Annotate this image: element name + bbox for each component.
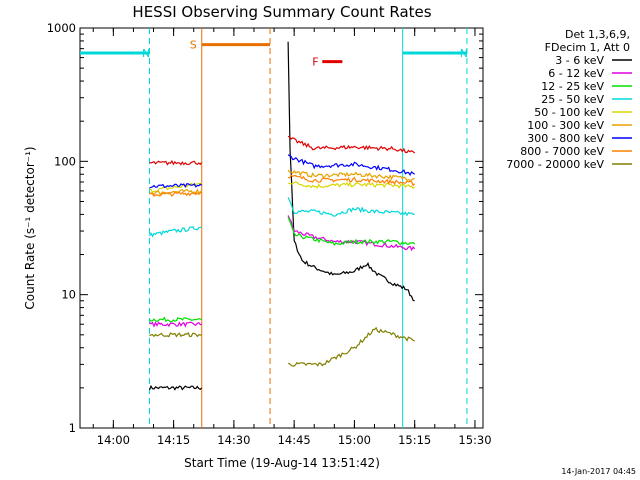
- series-line: [148, 225, 202, 238]
- legend-entry: 6 - 12 keV: [548, 67, 604, 80]
- legend-header: Det 1,3,6,9,: [565, 28, 630, 41]
- series-line: [149, 159, 203, 166]
- flag-label: S: [190, 39, 197, 52]
- series-line: [149, 183, 203, 189]
- x-axis-label: Start Time (19-Aug-14 13:51:42): [184, 456, 380, 470]
- legend-entry: 7000 - 20000 keV: [506, 158, 604, 171]
- series-line: [287, 215, 416, 252]
- x-tick-label: 15:30: [458, 433, 491, 447]
- y-tick-label: 1: [69, 421, 76, 435]
- series-line: [287, 169, 415, 181]
- legend-entry: 300 - 800 keV: [527, 132, 604, 145]
- legend-entry: 3 - 6 keV: [555, 54, 604, 67]
- y-axis-label: Count Rate (s⁻¹ detector⁻¹): [23, 146, 37, 309]
- series-line: [287, 174, 416, 187]
- series-line: [149, 316, 202, 323]
- series-line: [148, 384, 203, 391]
- series-line: [287, 216, 416, 246]
- series-line: [288, 181, 416, 189]
- x-axis: 14:00 14:15 14:30 14:45 15:00 15:15 15:30: [92, 28, 492, 447]
- legend-entry: 25 - 50 keV: [541, 93, 604, 106]
- series-line: [287, 135, 416, 154]
- legend-entry: 50 - 100 keV: [534, 106, 604, 119]
- x-tick-label: 14:00: [97, 433, 130, 447]
- attenuator-flags: N N S F: [80, 39, 468, 69]
- legend-entry: 12 - 25 keV: [541, 80, 604, 93]
- flag-label: F: [312, 56, 318, 69]
- series-line: [287, 197, 415, 217]
- y-tick-label: 1000: [47, 21, 76, 35]
- flag-label: N: [460, 47, 468, 60]
- x-tick-label: 15:15: [398, 433, 431, 447]
- x-tick-label: 14:30: [217, 433, 250, 447]
- period-markers: [149, 28, 468, 428]
- legend-entry: 800 - 7000 keV: [520, 145, 604, 158]
- timestamp: 14-Jan-2017 04:45: [561, 467, 636, 476]
- y-tick-label: 10: [61, 288, 76, 302]
- x-tick-label: 15:00: [338, 433, 371, 447]
- x-tick-label: 14:45: [278, 433, 311, 447]
- plot-frame: [79, 27, 484, 429]
- legend-entry: 100 - 300 keV: [527, 119, 604, 132]
- y-axis: 1 10 100 1000: [47, 21, 483, 435]
- series-line: [287, 154, 416, 176]
- series-line: [149, 321, 202, 328]
- x-tick-label: 14:15: [157, 433, 190, 447]
- series-line: [287, 41, 415, 302]
- flag-label: N: [142, 47, 150, 60]
- series-line: [287, 326, 415, 367]
- chart-title: HESSI Observing Summary Count Rates: [132, 3, 431, 21]
- y-tick-label: 100: [54, 154, 76, 168]
- series-lines: [148, 41, 416, 391]
- series-line: [149, 332, 202, 338]
- series-line: [149, 191, 202, 197]
- legend-header: FDecim 1, Att 0: [545, 41, 630, 54]
